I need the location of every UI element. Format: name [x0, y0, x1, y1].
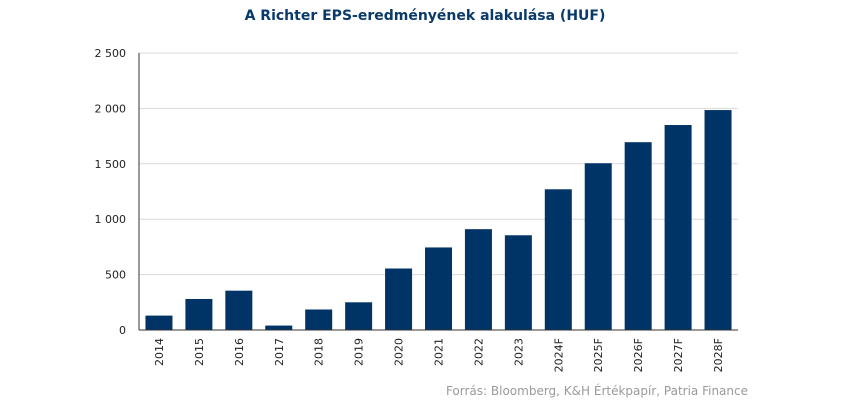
x-tick-label: 2024F — [552, 338, 565, 372]
bar-2026F — [624, 142, 652, 330]
bar-2028F — [704, 110, 732, 330]
x-tick-label: 2021 — [433, 338, 446, 366]
x-tick-label: 2025F — [592, 338, 605, 372]
x-tick-label: 2027F — [672, 338, 685, 372]
chart-title: A Richter EPS-eredményének alakulása (HU… — [244, 8, 606, 24]
bar-2015 — [185, 298, 213, 330]
x-tick-label: 2014 — [153, 338, 166, 366]
x-tick-label: 2019 — [353, 338, 366, 366]
source-note: Forrás: Bloomberg, K&H Értékpapír, Patri… — [445, 384, 748, 398]
bar-2019 — [345, 302, 373, 330]
y-tick-label: 0 — [119, 324, 126, 337]
bar-2018 — [305, 309, 333, 330]
x-tick-label: 2022 — [472, 338, 485, 366]
bars — [145, 110, 732, 331]
y-tick-label: 500 — [105, 269, 126, 282]
x-tick-label: 2017 — [273, 338, 286, 366]
bar-2024F — [544, 189, 572, 330]
bar-2017 — [265, 325, 293, 330]
y-tick-label: 1 000 — [95, 213, 127, 226]
bar-2023 — [504, 235, 532, 330]
bar-2021 — [425, 247, 452, 330]
x-tick-label: 2020 — [393, 338, 406, 366]
x-tick-label: 2023 — [512, 338, 525, 366]
bar-2022 — [464, 229, 492, 330]
bar-2020 — [385, 268, 413, 330]
x-tick-label: 2018 — [313, 338, 326, 366]
tick-labels: 0 500 1 000 1 500 2 000 2 500 2014 2015 2016 2017… — [95, 47, 726, 372]
bar-2016 — [225, 290, 253, 330]
y-tick-label: 2 000 — [95, 102, 127, 115]
x-tick-label: 2015 — [193, 338, 206, 366]
bar-2027F — [664, 125, 692, 331]
bar-2014 — [145, 315, 173, 330]
y-tick-label: 1 500 — [95, 158, 127, 171]
bar-2025F — [584, 163, 612, 330]
x-tick-label: 2016 — [233, 338, 246, 366]
x-tick-label: 2028F — [712, 338, 725, 372]
axes — [138, 53, 738, 331]
y-tick-label: 2 500 — [95, 47, 127, 60]
x-tick-label: 2026F — [632, 338, 645, 372]
